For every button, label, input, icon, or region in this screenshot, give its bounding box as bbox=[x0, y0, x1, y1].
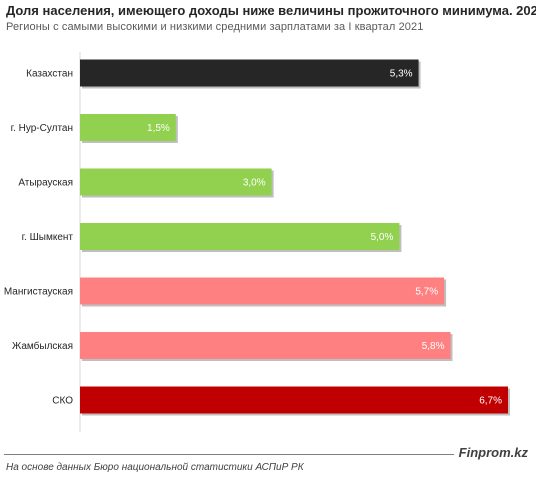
data-label: 6,7% bbox=[479, 396, 502, 407]
bar bbox=[80, 223, 400, 250]
data-label: 5,3% bbox=[390, 69, 413, 80]
category-label: г. Нур-Султан bbox=[11, 123, 73, 134]
source-note: На основе данных Бюро национальной стати… bbox=[6, 462, 304, 473]
bar bbox=[80, 59, 419, 87]
category-label: Жамбылская bbox=[12, 340, 73, 352]
category-label: Атырауская bbox=[18, 178, 73, 189]
data-label: 5,7% bbox=[415, 287, 438, 298]
bar bbox=[80, 114, 176, 141]
category-label: Казахстан bbox=[26, 69, 73, 80]
category-label: г. Шымкент bbox=[22, 232, 74, 243]
chart-title: Доля населения, имеющего доходы ниже вел… bbox=[6, 3, 536, 18]
bar bbox=[80, 332, 451, 359]
brand-logo-text: Finprom.kz bbox=[458, 445, 528, 460]
bar bbox=[80, 277, 445, 305]
data-label: 1,5% bbox=[147, 123, 170, 134]
bar bbox=[80, 168, 272, 196]
footer-divider bbox=[4, 454, 454, 455]
category-label: СКО bbox=[52, 396, 73, 407]
chart-subtitle: Регионы с самыми высокими и низкими сред… bbox=[6, 21, 424, 33]
bar bbox=[80, 386, 508, 414]
data-label: 5,8% bbox=[422, 341, 445, 352]
data-label: 5,0% bbox=[371, 232, 394, 243]
category-label: Мангистауская bbox=[4, 287, 73, 298]
data-label: 3,0% bbox=[243, 178, 266, 189]
bars-layer: Казахстан 5,3% г. Нур-Султан 1,5% Атырауская… bbox=[4, 59, 510, 416]
bar-chart: Казахстан 5,3% г. Нур-Султан 1,5% Атырауская… bbox=[4, 52, 510, 432]
